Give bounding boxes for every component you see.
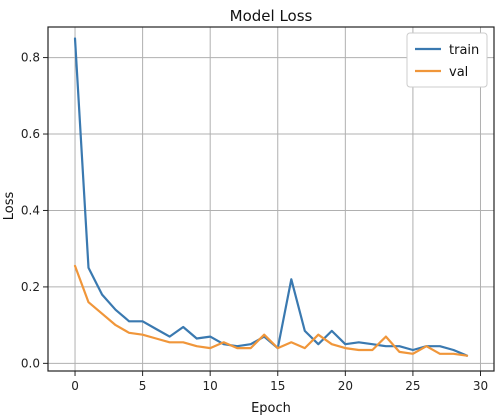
y-tick-label: 0.0 — [21, 356, 40, 370]
legend-box — [406, 32, 488, 88]
y-tick-label: 0.8 — [21, 51, 40, 65]
y-tick-label: 0.4 — [21, 203, 40, 217]
x-tick-label: 0 — [71, 379, 79, 393]
legend-label-val: val — [449, 65, 468, 80]
legend-label-train: train — [449, 43, 479, 58]
x-tick-label: 15 — [270, 379, 285, 393]
series-lines — [73, 37, 469, 357]
x-tick-label: 20 — [338, 379, 353, 393]
y-tick-label: 0.6 — [21, 127, 40, 141]
x-tick-label: 25 — [405, 379, 420, 393]
series-line-val — [73, 264, 469, 357]
axes: 0 5 10 15 20 25 30 0.0 0.2 0.4 0.6 0.8 — [21, 26, 495, 393]
x-tick-label: 30 — [473, 379, 488, 393]
x-tick-label: 5 — [139, 379, 147, 393]
y-axis-label: Loss — [2, 192, 17, 221]
x-tick-label: 10 — [203, 379, 218, 393]
x-axis-label: Epoch — [251, 401, 291, 416]
chart-title: Model Loss — [230, 7, 313, 25]
legend: train val — [406, 32, 488, 88]
plot-frame — [47, 26, 495, 372]
y-tick-label: 0.2 — [21, 280, 40, 294]
